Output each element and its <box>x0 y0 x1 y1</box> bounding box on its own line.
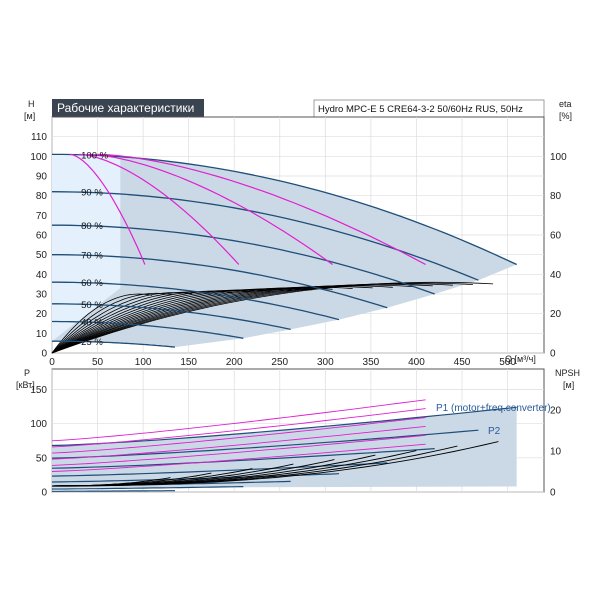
x-axis-label: Q [м³/ч] <box>505 354 536 364</box>
y2-tick-label: 80 <box>550 191 562 202</box>
x-tick-label: 150 <box>180 357 197 368</box>
speed-curve-40 <box>52 320 244 339</box>
x-tick-label: 350 <box>363 357 380 368</box>
system-power-curve <box>51 399 426 442</box>
power-curve-80 <box>51 448 435 469</box>
p-tick-label: 50 <box>36 453 48 464</box>
x-tick-label: 200 <box>226 357 243 368</box>
efficiency-curve <box>51 292 173 354</box>
speed-label: 25 % <box>81 337 103 348</box>
speed-label: 40 % <box>81 318 103 329</box>
x-tick-label: 300 <box>317 357 334 368</box>
npsh-axis-unit: [м] <box>563 380 574 390</box>
npsh-axis-label: NPSH <box>555 368 580 378</box>
power-curve-25 <box>52 490 175 492</box>
system-curve <box>79 153 240 265</box>
efficiency-curve <box>51 292 193 354</box>
p-axis-label: P <box>24 368 30 378</box>
y-axis-unit: [м] <box>24 111 35 121</box>
system-power-curve <box>51 417 426 454</box>
y2-tick-label: 0 <box>550 349 556 360</box>
y2-tick-label: 40 <box>550 270 562 281</box>
y-tick-label: 40 <box>36 270 48 281</box>
chart-subtitle: Hydro MPC-E 5 CRE64-3-2 50/60Hz RUS, 50H… <box>318 104 523 115</box>
y-tick-label: 50 <box>36 250 48 261</box>
p-tick-label: 100 <box>30 419 47 430</box>
speed-label: 80 % <box>81 221 103 232</box>
npsh-tick-label: 10 <box>550 447 562 458</box>
p-tick-label: 150 <box>30 385 47 396</box>
y-tick-label: 30 <box>36 290 48 301</box>
speed-label: 90 % <box>81 188 103 199</box>
y-tick-label: 100 <box>30 152 47 163</box>
x-tick-label: 400 <box>408 357 425 368</box>
power-curve-90 <box>51 429 479 459</box>
y2-tick-label: 100 <box>550 152 567 163</box>
series-label-p1: P1 (motor+freq.converter) <box>436 403 551 414</box>
y-tick-label: 110 <box>31 132 47 143</box>
y2-axis-unit: [%] <box>559 111 572 121</box>
x-tick-label: 50 <box>92 357 104 368</box>
power-envelope-area <box>52 407 517 488</box>
power-curves <box>51 399 517 492</box>
y-tick-label: 10 <box>36 329 48 340</box>
speed-label: 60 % <box>81 278 103 289</box>
y-tick-label: 20 <box>36 309 48 320</box>
p-tick-label: 0 <box>41 488 47 499</box>
npsh-tick-label: 20 <box>550 406 562 417</box>
efficiency-curve <box>51 291 213 354</box>
y-tick-label: 60 <box>36 231 48 242</box>
speed-curve-90 <box>51 191 479 281</box>
system-power-curve <box>51 434 426 466</box>
speed-label: 70 % <box>81 251 103 262</box>
y-tick-label: 90 <box>36 172 48 183</box>
power-curve-70 <box>51 462 388 477</box>
x-tick-label: 250 <box>271 357 288 368</box>
speed-curve-80 <box>52 224 435 295</box>
power-curve-100 <box>51 406 517 447</box>
y-axis-label: H <box>28 99 35 109</box>
x-tick-label: 0 <box>49 357 55 368</box>
system-power-curve <box>51 408 426 448</box>
title-bar <box>52 99 204 117</box>
y2-tick-label: 20 <box>550 309 562 320</box>
speed-curve-50 <box>52 303 291 331</box>
speed-curve-60 <box>52 281 340 321</box>
y-tick-label: 0 <box>41 349 47 360</box>
x-tick-label: 100 <box>135 357 152 368</box>
head-curves <box>51 153 517 354</box>
power-curve-60 <box>51 473 340 483</box>
npsh-curve <box>51 441 499 487</box>
system-power-curve <box>51 425 426 460</box>
power-envelope <box>52 407 517 488</box>
p-axis-unit: [кВт] <box>16 380 35 390</box>
speed-curve-70 <box>52 254 388 309</box>
npsh-tick-label: 0 <box>550 488 556 499</box>
efficiency-curve <box>51 281 494 354</box>
x-tick-label: 500 <box>499 357 516 368</box>
x-tick-label: 450 <box>454 357 471 368</box>
head-labels: 100 % 90 % 80 % 70 % 60 % 50 % 40 % 25 % <box>81 150 108 348</box>
speed-label: 50 % <box>81 300 103 311</box>
chart-title: Рабочие характеристики <box>57 101 194 115</box>
system-power-curve <box>51 443 426 472</box>
y2-axis-label: eta <box>559 99 572 109</box>
power-curve-40 <box>52 486 244 490</box>
speed-curve-25 <box>52 340 176 348</box>
system-curve <box>88 153 333 265</box>
system-curve <box>70 153 146 265</box>
system-curve <box>97 153 426 266</box>
series-label-p2: P2 <box>488 426 501 437</box>
y-tick-label: 70 <box>36 211 48 222</box>
y-tick-label: 80 <box>36 191 48 202</box>
low-flow-region <box>52 154 121 342</box>
speed-label: 100 % <box>81 150 108 161</box>
y2-tick-label: 60 <box>550 231 562 242</box>
